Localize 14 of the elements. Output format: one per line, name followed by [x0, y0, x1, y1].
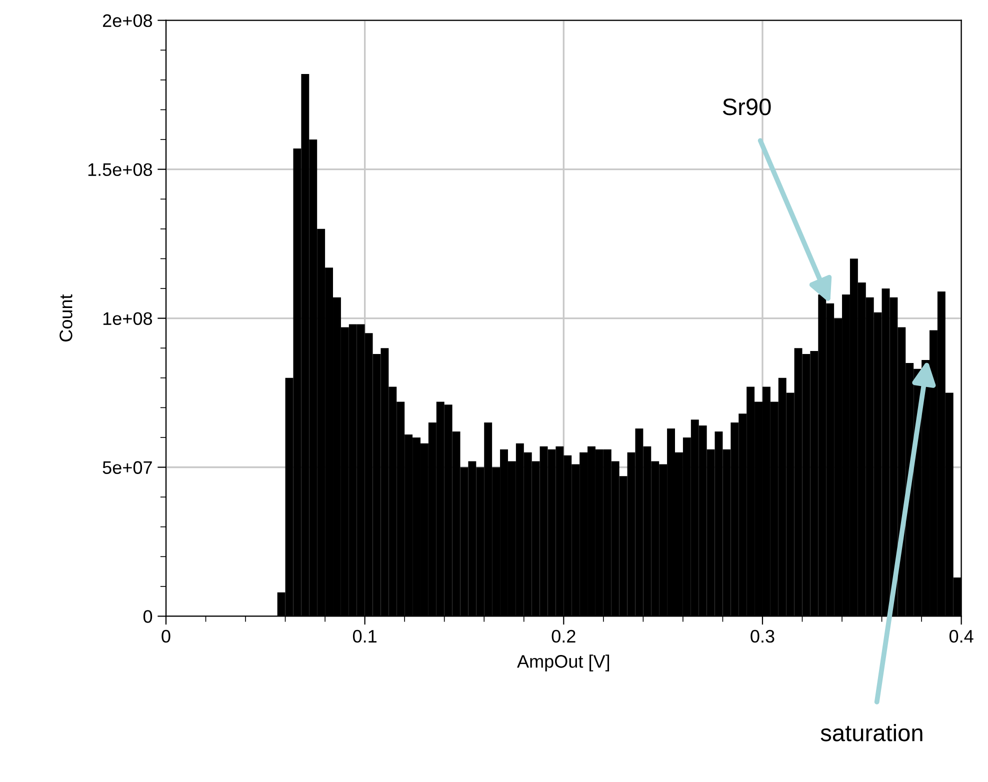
- y-axis-title: Count: [60, 294, 72, 342]
- y-tick-label: 0: [143, 610, 152, 623]
- y-tick-label: 5e+07: [102, 461, 152, 474]
- annotation: saturation: [820, 724, 922, 742]
- x-tick-label: 0.4: [949, 630, 974, 643]
- x-tick-label: 0.2: [552, 630, 576, 643]
- annotation: Sr90: [722, 98, 771, 116]
- x-tick-label: 0: [162, 630, 170, 643]
- x-tick-label: 0.1: [352, 630, 376, 643]
- y-tick-label: 2e+08: [102, 14, 152, 28]
- y-tick-label: 1e+08: [103, 312, 152, 325]
- x-axis-title: AmpOut [V]: [517, 654, 610, 672]
- y-tick-label: 1.5e+08: [88, 163, 152, 176]
- x-tick-label: 0.3: [750, 630, 774, 643]
